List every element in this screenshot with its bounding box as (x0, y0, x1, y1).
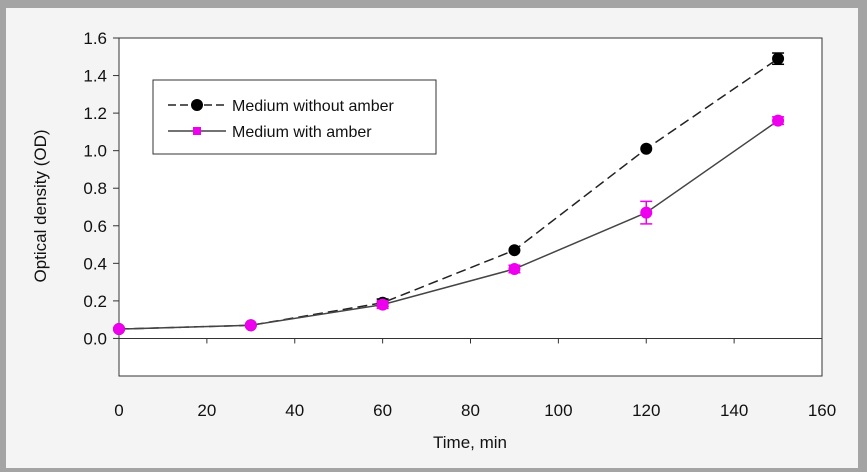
legend-box (152, 79, 437, 155)
y-tick-label: 0.6 (83, 217, 107, 236)
y-tick-label: 0.2 (83, 292, 107, 311)
x-tick-label: 80 (461, 401, 480, 420)
x-tick-label: 160 (808, 401, 836, 420)
y-tick-label: 1.6 (83, 29, 107, 48)
data-point-marker (772, 52, 785, 65)
x-tick-label: 100 (544, 401, 572, 420)
y-tick-label: 0.0 (83, 329, 107, 348)
x-tick-label: 40 (285, 401, 304, 420)
y-tick-label: 0.8 (83, 179, 107, 198)
data-point-marker (508, 244, 521, 257)
x-tick-label: 60 (373, 401, 392, 420)
data-point-marker (244, 319, 257, 332)
legend-marker (191, 99, 203, 111)
y-tick-label: 0.4 (83, 254, 107, 273)
series-line-2 (118, 120, 779, 330)
data-point-marker (772, 114, 785, 127)
y-tick-label: 1.0 (83, 142, 107, 161)
legend-label: Medium with amber (232, 124, 372, 141)
y-axis-title: Optical density (OD) (31, 129, 50, 282)
data-point-marker (113, 323, 125, 336)
x-tick-label: 20 (197, 401, 216, 420)
y-tick-label: 1.4 (83, 67, 107, 86)
y-tick-label: 1.2 (83, 104, 107, 123)
legend: Medium without amber Medium with amber (152, 79, 437, 155)
data-point-marker (508, 262, 521, 275)
data-point-marker (376, 298, 389, 311)
legend-marker (193, 127, 201, 135)
x-axis-title: Time, min (433, 433, 507, 452)
legend-label: Medium without amber (232, 98, 395, 115)
data-point-marker (640, 206, 653, 219)
x-tick-label: 140 (720, 401, 748, 420)
data-point-marker (640, 142, 653, 155)
x-tick-label: 0 (114, 401, 123, 420)
x-tick-label: 120 (632, 401, 660, 420)
